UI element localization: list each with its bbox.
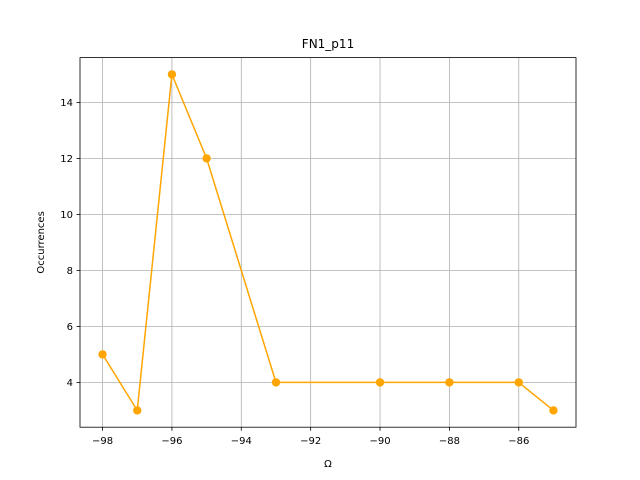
x-tick-label: −92 xyxy=(300,436,321,447)
y-axis-title: Occurrences xyxy=(36,211,47,273)
y-tick-label: 8 xyxy=(67,266,73,277)
y-tick-label: 12 xyxy=(60,154,73,165)
data-point xyxy=(549,406,558,415)
y-tick-label: 6 xyxy=(67,322,73,333)
chart-title: FN1_p11 xyxy=(302,37,354,51)
x-tick-label: −90 xyxy=(369,436,390,447)
plot-frame xyxy=(79,57,577,428)
data-point xyxy=(271,378,281,387)
data-point xyxy=(514,378,523,387)
x-tick-label: −94 xyxy=(231,436,252,447)
data-point xyxy=(445,378,454,387)
x-tick-label: −88 xyxy=(439,436,460,447)
x-tick-label: −86 xyxy=(508,436,529,447)
data-point xyxy=(98,350,107,359)
data-point xyxy=(133,406,142,415)
data-point xyxy=(375,378,385,387)
y-tick-label: 10 xyxy=(60,210,73,221)
x-tick-label: −98 xyxy=(92,436,113,447)
y-tick-label: 4 xyxy=(67,378,73,389)
x-axis-title: Ω xyxy=(324,459,332,470)
data-point xyxy=(202,154,211,163)
y-tick-label: 14 xyxy=(60,98,73,109)
x-tick-label: −96 xyxy=(161,436,182,447)
series-layer xyxy=(98,70,558,415)
ticks: −98 −96 −94 −92 −90 −88 −86 4 6 8 10 12 14 xyxy=(60,98,529,447)
data-point xyxy=(167,70,177,79)
